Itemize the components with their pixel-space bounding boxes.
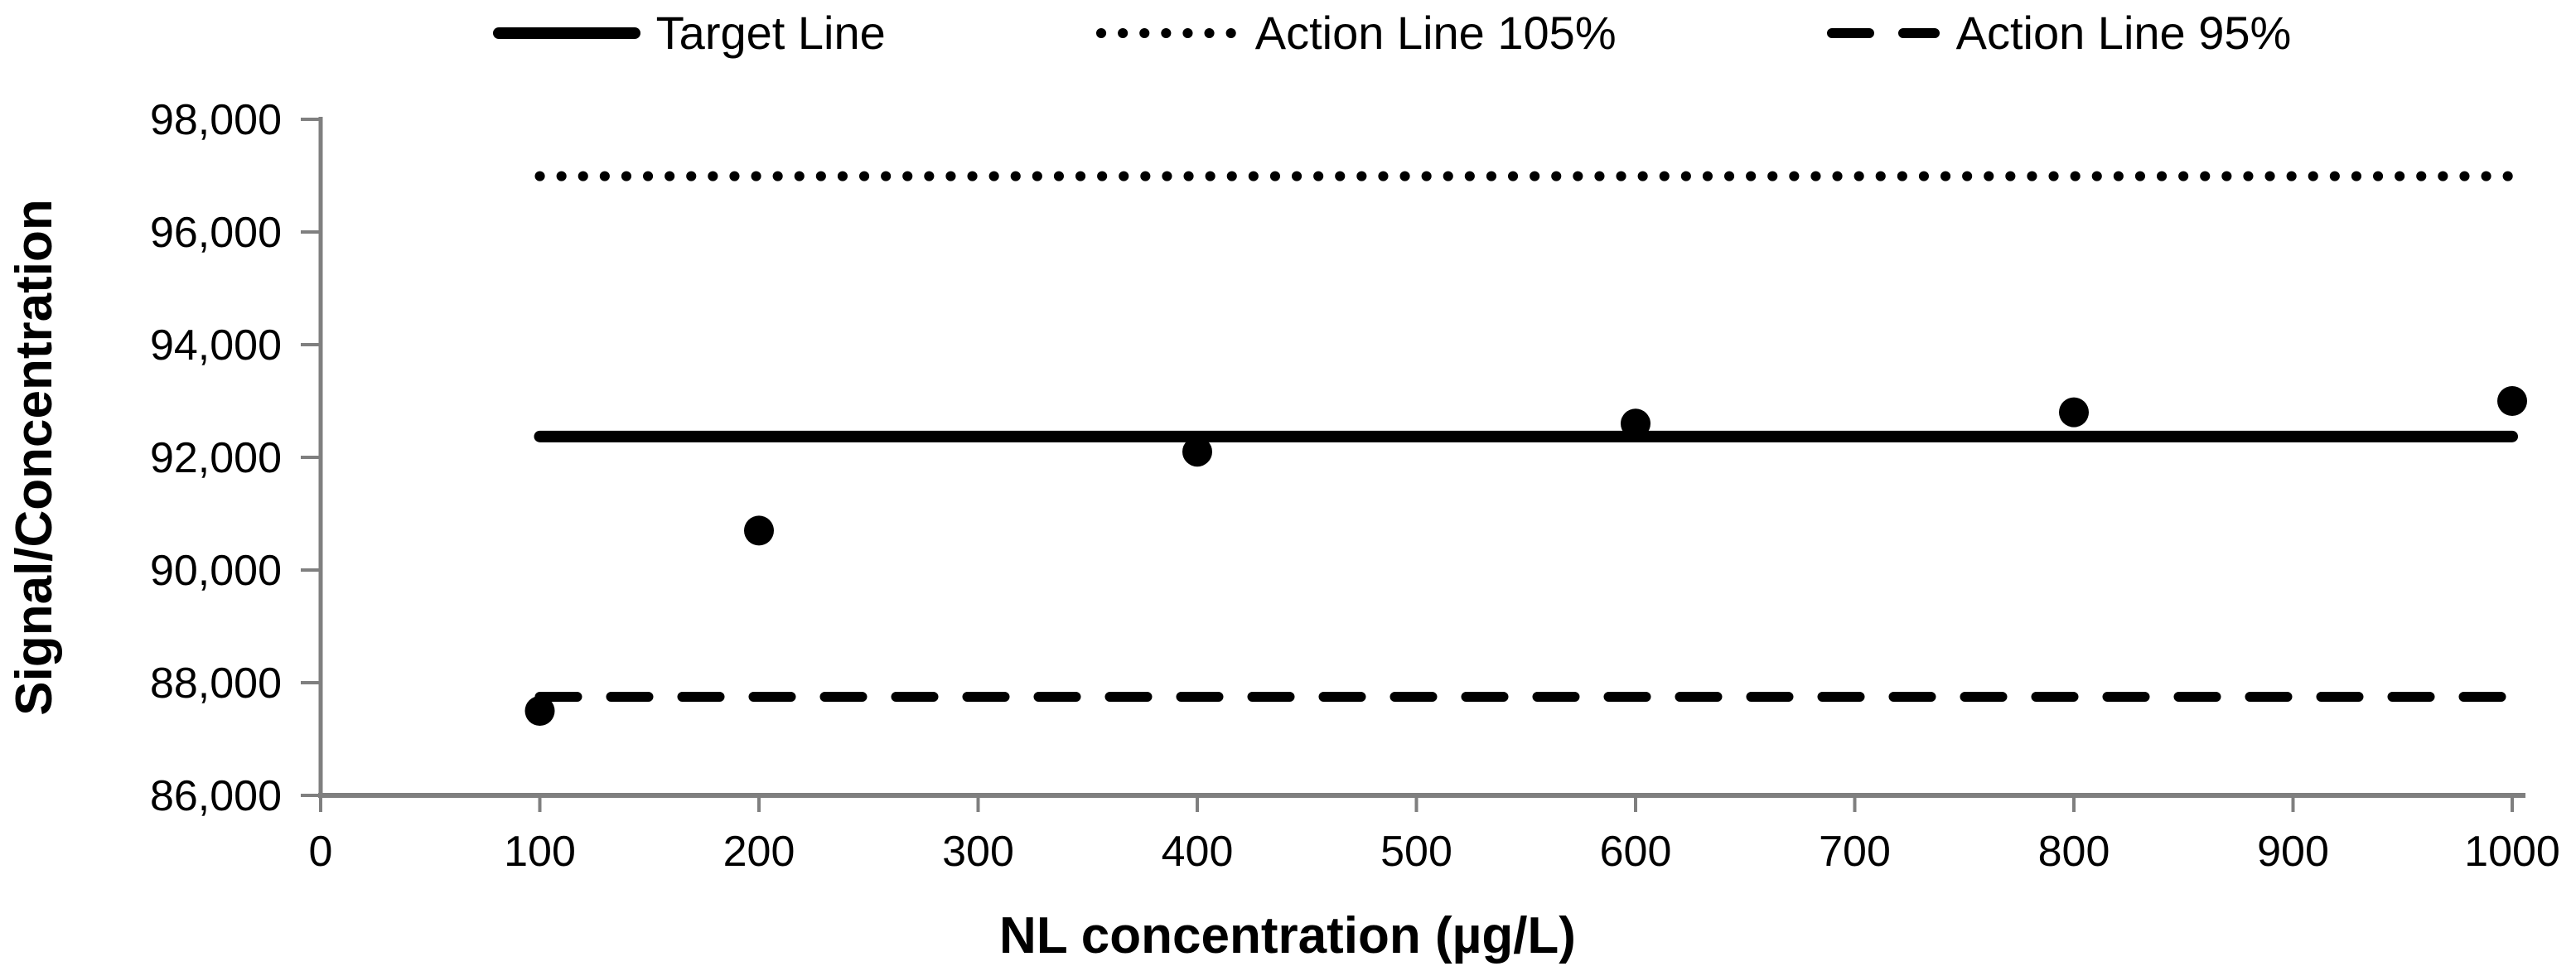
x-tick-label: 500	[1380, 828, 1452, 876]
dashed-line-icon	[1826, 28, 1940, 38]
x-tick-label: 1000	[2464, 828, 2560, 876]
x-tick-label: 200	[723, 828, 795, 876]
y-tick-label: 90,000	[150, 547, 282, 595]
x-tick-label: 400	[1162, 828, 1234, 876]
data-point	[2059, 397, 2089, 428]
x-axis-title: NL concentration (µg/L)	[999, 907, 1576, 964]
legend-item-action-line-95: Action Line 95%	[1825, 7, 2292, 59]
y-tick-label: 98,000	[150, 96, 282, 144]
legend-label-action-line-105: Action Line 105%	[1254, 7, 1617, 59]
y-tick-label: 88,000	[150, 660, 282, 708]
x-tick-label: 700	[1819, 828, 1891, 876]
data-point	[2497, 386, 2527, 416]
y-tick-label: 92,000	[150, 434, 282, 482]
y-tick-label: 94,000	[150, 321, 282, 370]
data-point	[1182, 437, 1212, 467]
x-tick-label: 800	[2038, 828, 2110, 876]
x-tick-label: 100	[504, 828, 576, 876]
legend-label-target-line: Target Line	[655, 7, 886, 59]
x-tick-label: 0	[309, 828, 333, 876]
legend-label-action-line-95: Action Line 95%	[1955, 7, 2292, 59]
legend-item-target-line: Target Line	[492, 10, 886, 56]
x-tick-label: 600	[1600, 828, 1672, 876]
y-tick-label: 86,000	[150, 772, 282, 820]
chart-legend: Target Line Action Line 105% Action Line…	[104, 2, 2576, 65]
y-tick-label: 96,000	[150, 209, 282, 257]
data-point	[744, 515, 774, 546]
data-point	[524, 696, 555, 726]
y-axis-title: Signal/Concentration	[6, 199, 63, 715]
dotted-line-icon	[1095, 28, 1240, 38]
x-tick-label: 300	[942, 828, 1014, 876]
legend-item-action-line-105: Action Line 105%	[1095, 10, 1617, 56]
solid-line-icon	[492, 27, 640, 39]
x-tick-label: 900	[2257, 828, 2329, 876]
